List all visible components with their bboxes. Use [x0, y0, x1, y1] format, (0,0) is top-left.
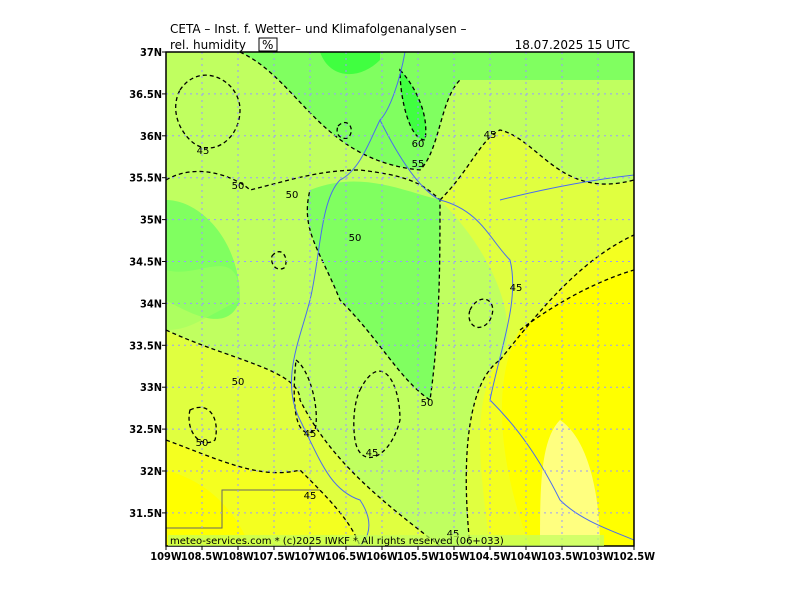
- contour-label: 45: [447, 529, 460, 540]
- humidity-field: 45 50 50 50 60 55 45 45 50 50 45 45 50 45 45: [165, 51, 635, 547]
- lon-label: 103W: [582, 550, 614, 563]
- contour-label: 55: [412, 159, 425, 170]
- lat-label: 37N: [140, 46, 162, 59]
- lat-label: 35.5N: [129, 172, 162, 185]
- lon-label: 106W: [366, 550, 398, 563]
- contour-label: 50: [196, 438, 209, 449]
- contour-label: 45: [510, 283, 523, 294]
- contour-label: 50: [232, 181, 245, 192]
- contour-label: 45: [197, 146, 210, 157]
- lon-label: 107W: [294, 550, 326, 563]
- copyright: meteo-services.com * (c)2025 IWKF * All …: [170, 536, 504, 547]
- lon-label: 108W: [222, 550, 254, 563]
- lat-label: 34.5N: [129, 256, 162, 269]
- lon-label: 106.5W: [325, 550, 367, 563]
- contour-label: 45: [366, 448, 379, 459]
- contour-label: 50: [232, 377, 245, 388]
- lon-label: 104W: [510, 550, 542, 563]
- contour-label: 45: [484, 130, 497, 141]
- contour-label: 50: [349, 233, 362, 244]
- lon-label: 109W: [150, 550, 182, 563]
- parameter-label: rel. humidity: [170, 38, 246, 52]
- lon-label: 105W: [438, 550, 470, 563]
- contour-label: 50: [286, 190, 299, 201]
- lat-label: 33N: [140, 381, 162, 394]
- lat-label: 35N: [140, 214, 162, 227]
- contour-label: 50: [421, 398, 434, 409]
- lat-label: 32.5N: [129, 423, 162, 436]
- lon-label: 104.5W: [469, 550, 511, 563]
- lat-label: 32N: [140, 465, 162, 478]
- unit-label: %: [262, 38, 273, 52]
- contour-label: 60: [412, 139, 425, 150]
- lat-label: 33.5N: [129, 339, 162, 352]
- lat-label: 36.5N: [129, 88, 162, 101]
- grid: [166, 52, 634, 546]
- lon-label: 108.5W: [181, 550, 223, 563]
- lat-label: 34N: [140, 297, 162, 310]
- lon-label: 107.5W: [253, 550, 295, 563]
- valid-time: 18.07.2025 15 UTC: [515, 38, 630, 52]
- unit-box: [258, 37, 278, 52]
- lon-label: 105.5W: [397, 550, 439, 563]
- map-title: CETA – Inst. f. Wetter– und Klimafolgena…: [170, 22, 467, 36]
- contour-label: 45: [304, 429, 317, 440]
- lat-label: 31.5N: [129, 507, 162, 520]
- lat-label: 36N: [140, 130, 162, 143]
- lon-label: 102.5W: [613, 550, 655, 563]
- lon-label: 103.5W: [541, 550, 583, 563]
- contour-label: 45: [304, 491, 317, 502]
